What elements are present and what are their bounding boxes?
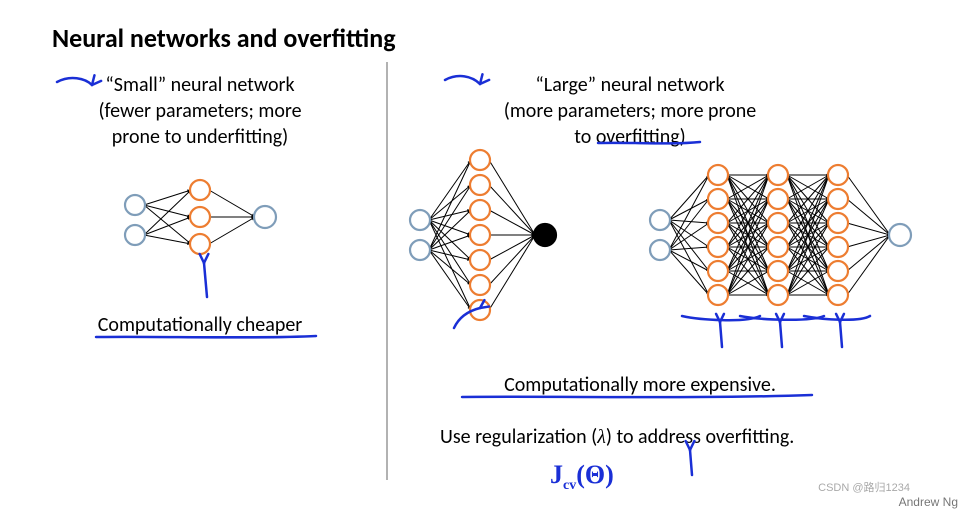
diagram-overlay (0, 0, 970, 513)
